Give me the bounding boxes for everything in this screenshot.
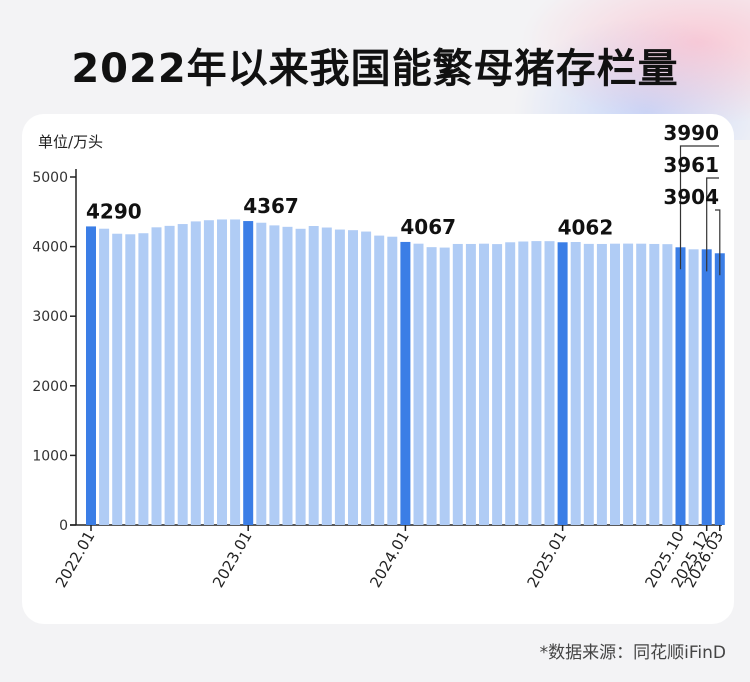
y-tick-label: 1000 [32,448,68,464]
bar [256,222,267,525]
bar [400,241,411,525]
bar [230,219,241,525]
bar [387,236,398,525]
leader-line [679,145,719,270]
bar [610,243,620,525]
x-tick-label: 2024.01 [366,528,413,591]
page-title: 2022年以来我国能繁母猪存栏量 [71,46,679,92]
bar [518,241,529,525]
leader-line [706,177,719,272]
x-tick-label: 2025.01 [523,528,570,591]
source-note: *数据来源：同花顺iFinD [539,643,726,663]
bar [217,219,227,525]
bar [177,224,188,525]
data-label: 4367 [243,194,299,218]
bar [675,247,686,525]
bar [203,220,214,525]
bar [125,234,136,525]
bar [701,249,712,526]
bar [544,241,555,525]
y-tick-label: 3000 [32,309,68,325]
bar [636,243,647,525]
data-label: 4067 [400,215,456,239]
data-label: 3904 [663,185,719,209]
bar [86,226,96,525]
bar [295,228,306,525]
bar [243,221,254,525]
bar [596,243,607,525]
bar [99,228,110,525]
bar [413,243,424,525]
bar [374,235,385,525]
bar [164,225,175,526]
x-tick-label: 2023.01 [209,528,256,591]
bar [557,242,568,526]
bar [570,242,581,525]
bar [505,242,516,526]
bar [662,244,673,525]
y-tick-label: 0 [59,518,68,534]
bar [583,243,594,525]
bar [623,243,634,526]
bar [492,244,503,525]
bar [112,233,123,525]
bar [269,225,280,525]
bar [361,231,372,525]
bar [479,243,489,525]
bar [334,229,345,525]
unit-label: 单位/万头 [38,133,104,151]
leader-line [715,209,721,276]
bar [452,243,463,525]
y-tick-label: 2000 [32,379,68,395]
y-tick-label: 5000 [32,170,68,186]
data-label: 3990 [663,121,719,145]
x-tick-label: 2022.01 [52,528,99,591]
bar [531,241,542,525]
bar [688,249,699,526]
bar [426,247,437,525]
bar [348,230,358,526]
y-tick-label: 4000 [32,240,68,256]
data-label: 4062 [558,215,614,239]
bar [151,227,162,525]
bar [649,243,660,525]
bar [714,253,725,525]
bar [138,233,149,525]
bar [439,247,450,525]
data-label: 4290 [86,199,142,223]
bar [465,243,476,525]
bar [190,221,201,526]
bar [282,226,293,525]
data-label: 3961 [663,153,719,177]
bar [321,227,332,525]
bar [308,225,319,525]
